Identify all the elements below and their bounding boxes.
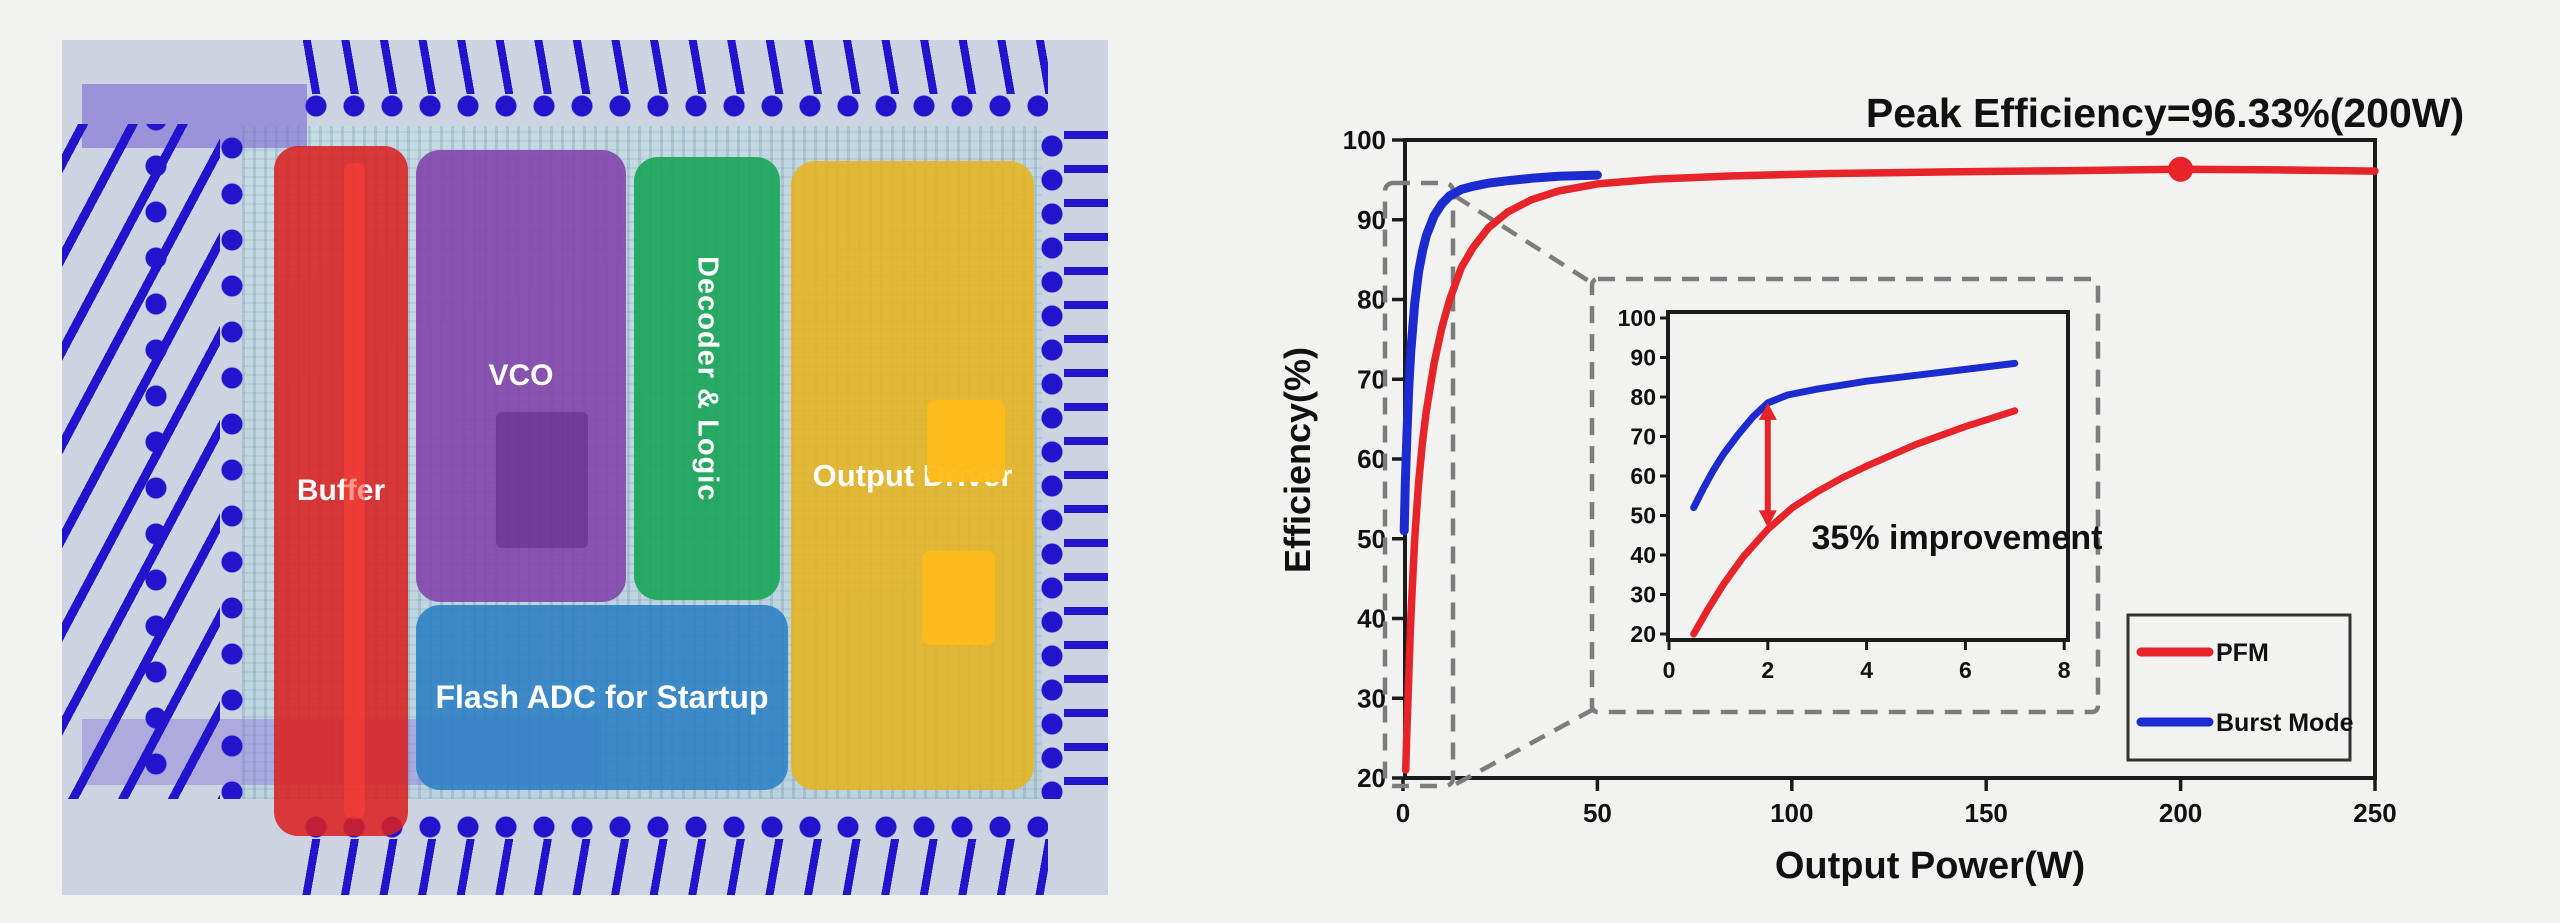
- zoom-connector-bottom: [1454, 708, 1594, 786]
- inset-x-tick-label: 8: [2058, 657, 2071, 683]
- inset-x-tick-label: 0: [1663, 657, 1676, 683]
- main-x-axis-ticks: 0 50 100 150 200 250: [1396, 778, 2397, 828]
- y-tick-label: 80: [1357, 285, 1386, 315]
- inset-y-tick-label: 50: [1630, 503, 1656, 529]
- x-tick-label: 0: [1396, 798, 1410, 828]
- zoom-source-dashed-rect: [1382, 180, 1456, 789]
- arrow-head-up: [1758, 402, 1777, 420]
- inset-y-tick-label: 60: [1630, 463, 1656, 489]
- buffer-inner-stripe: [343, 163, 366, 819]
- peak-efficiency-annotation: Peak Efficiency=96.33%(200W): [1866, 90, 2464, 136]
- output-driver-sub-block: [922, 550, 996, 646]
- inset-y-tick-label: 40: [1630, 542, 1656, 568]
- inset-curve-burst-mode: [1690, 359, 2019, 512]
- inset-x-tick-label: 6: [1959, 657, 1972, 683]
- region-vco: VCO: [416, 150, 626, 602]
- region-vco-label: VCO: [488, 359, 554, 392]
- x-tick-label: 250: [2353, 798, 2396, 828]
- y-axis-title: Efficiency(%): [1280, 347, 1318, 573]
- region-decoder-logic-label: Decoder & Logic: [691, 255, 724, 502]
- inset-y-tick-label: 30: [1630, 582, 1656, 608]
- legend-label-pfm: PFM: [2216, 639, 2269, 667]
- curve-pfm: [1401, 165, 2379, 774]
- vco-sub-block: [495, 412, 589, 548]
- region-decoder-logic: Decoder & Logic: [634, 157, 780, 600]
- legend-box: [2126, 613, 2352, 762]
- main-curves: [1399, 165, 2379, 774]
- peak-point-marker: [2168, 156, 2194, 182]
- inset-y-tick-label: 70: [1630, 424, 1656, 450]
- bond-pads-left: [62, 124, 260, 799]
- x-tick-label: 150: [1965, 798, 2008, 828]
- y-tick-label: 60: [1357, 444, 1386, 474]
- y-tick-label: 70: [1357, 364, 1386, 394]
- y-tick-label: 90: [1357, 205, 1386, 235]
- region-flash-adc: Flash ADC for Startup: [416, 605, 788, 790]
- improvement-arrow: [1758, 402, 1777, 528]
- main-y-axis-ticks: 100 90 80 70 60 50 40 30 20: [1343, 125, 1405, 793]
- y-tick-label: 50: [1357, 524, 1386, 554]
- inset-y-axis-ticks: 100 90 80 70 60 50 40 30 20: [1618, 305, 1668, 647]
- y-tick-label: 40: [1357, 604, 1386, 634]
- curve-burst-mode: [1399, 170, 1602, 536]
- arrow-head-down: [1758, 510, 1777, 528]
- output-driver-sub-block: [927, 400, 1005, 482]
- region-buffer: Buffer: [274, 146, 408, 836]
- inset-y-tick-label: 80: [1630, 384, 1656, 410]
- y-tick-label: 30: [1357, 683, 1386, 713]
- zoom-target-dashed-rect: [1589, 276, 2101, 715]
- improvement-annotation: 35% improvement: [1812, 519, 2103, 557]
- y-tick-label: 20: [1357, 763, 1386, 793]
- region-flash-adc-label: Flash ADC for Startup: [435, 679, 769, 715]
- x-tick-label: 100: [1770, 798, 1813, 828]
- bond-pads-right: [1034, 128, 1108, 799]
- inset-x-axis-ticks: 0 2 4 6 8: [1663, 640, 2071, 683]
- y-tick-label: 100: [1343, 125, 1386, 155]
- inset-curve-pfm: [1690, 407, 2019, 638]
- bond-pads-top: [297, 40, 1048, 126]
- x-tick-label: 50: [1583, 798, 1612, 828]
- inset-x-tick-label: 4: [1860, 657, 1873, 683]
- efficiency-chart: Peak Efficiency=96.33%(200W) 10090807060…: [1280, 90, 2464, 887]
- x-tick-label: 200: [2159, 798, 2202, 828]
- inset-y-tick-label: 100: [1618, 305, 1656, 331]
- inset-curves: [1690, 359, 2019, 638]
- legend-label-burst-mode: Burst Mode: [2216, 709, 2354, 737]
- region-buffer-label: Buffer: [296, 474, 386, 507]
- region-output-driver: Output Driver: [791, 161, 1034, 790]
- inset-y-tick-label: 20: [1630, 621, 1656, 647]
- inset-y-tick-label: 90: [1630, 345, 1656, 371]
- x-axis-title: Output Power(W): [1775, 845, 2085, 887]
- inset-x-tick-label: 2: [1761, 657, 1774, 683]
- chip-die-photo: Buffer VCO Decoder & Logic Output Driver…: [62, 40, 1108, 895]
- bond-pads-bottom: [297, 805, 1048, 895]
